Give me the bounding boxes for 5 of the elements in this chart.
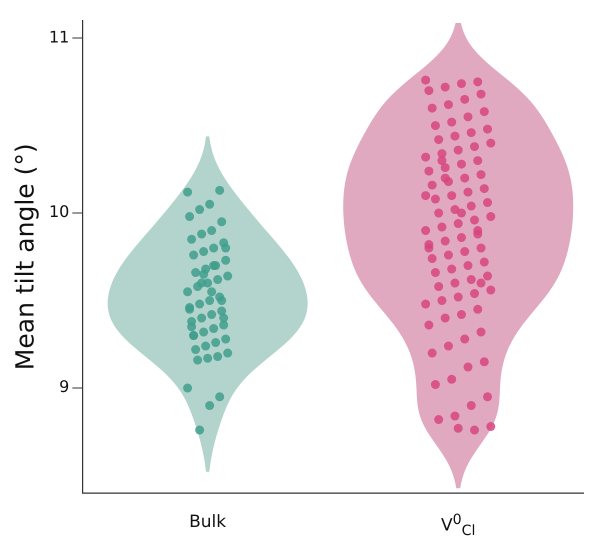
x-tick-label: Bulk: [188, 512, 228, 532]
y-tick-label: 10: [49, 202, 70, 222]
y-tick-label: 9: [59, 377, 70, 396]
y-tick-label: 11: [49, 27, 70, 46]
y-axis-title: Mean tilt angle (°): [10, 143, 40, 370]
